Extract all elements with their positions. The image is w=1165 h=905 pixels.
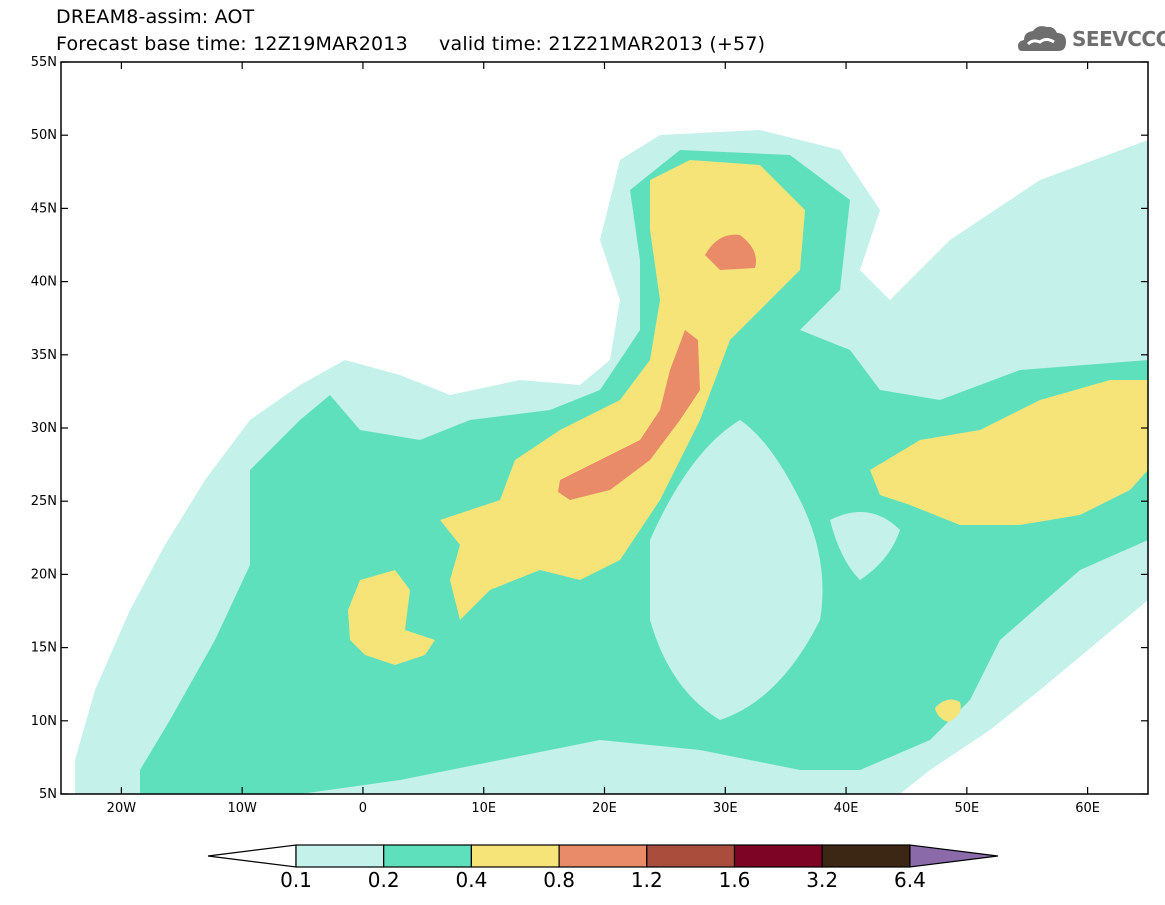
y-axis: 55N 50N 45N 40N 35N 30N 25N 20N 15N 10N 5N (31, 55, 1148, 802)
aot-contour-0.1-inner-arabia (830, 512, 900, 580)
colorbar-label: 1.2 (631, 868, 663, 892)
colorbar-segment (558, 844, 648, 868)
colorbar-segment (470, 844, 560, 868)
colorbar-label: 1.6 (719, 868, 751, 892)
colorbar-segment (733, 844, 823, 868)
colorbar-segment (383, 844, 473, 868)
y-tick-label: 40N (31, 275, 57, 290)
aot-contour-0.4-mali (348, 570, 435, 665)
aot-contour-0.8-core (558, 330, 700, 500)
y-tick-label: 5N (39, 787, 57, 802)
x-tick-label: 10W (227, 801, 257, 816)
aot-contour-0.8-turkey (705, 234, 756, 270)
aot-contour-0.1-inner-egypt (650, 420, 823, 720)
x-tick-label: 20W (107, 801, 137, 816)
x-tick-label: 30E (713, 801, 738, 816)
aot-contour-0.4-plume (440, 160, 805, 620)
cloud-icon (1018, 26, 1066, 51)
colorbar: 0.1 0.2 0.4 0.8 1.2 1.6 3.2 6.4 (207, 844, 998, 892)
colorbar-segment (646, 844, 736, 868)
map-title: DREAM8-assim: AOT (56, 6, 255, 28)
x-tick-label: 10E (471, 801, 496, 816)
x-tick-label: 0 (359, 801, 367, 816)
colorbar-label: 6.4 (894, 868, 926, 892)
y-tick-label: 35N (31, 348, 57, 363)
colorbar-label: 0.4 (455, 868, 487, 892)
colorbar-label: 0.1 (280, 868, 312, 892)
colorbar-arrow-high (909, 844, 998, 868)
x-tick-label: 40E (834, 801, 859, 816)
colorbar-segment (295, 844, 385, 868)
forecast-time-info: Forecast base time: 12Z19MAR2013 valid t… (56, 33, 766, 55)
aot-contour-0.4-arabia (870, 380, 1148, 525)
colorbar-label: 0.8 (543, 868, 575, 892)
colorbar-arrow-low (207, 844, 297, 868)
aot-field (61, 62, 1148, 794)
y-tick-label: 15N (31, 641, 57, 656)
y-tick-label: 45N (31, 201, 57, 216)
y-tick-label: 10N (31, 714, 57, 729)
x-tick-label: 60E (1075, 801, 1100, 816)
x-tick-label: 20E (592, 801, 617, 816)
y-tick-label: 25N (31, 494, 57, 509)
y-tick-label: 55N (31, 55, 57, 70)
y-tick-label: 30N (31, 421, 57, 436)
colorbar-label: 3.2 (806, 868, 838, 892)
y-tick-label: 50N (31, 128, 57, 143)
colorbar-segment (821, 844, 911, 868)
colorbar-label: 0.2 (368, 868, 400, 892)
y-tick-label: 20N (31, 567, 57, 582)
aot-contour-0.4-somalia (935, 699, 961, 722)
x-axis: 20W 10W 0 10E 20E 30E 40E 50E 60E (107, 62, 1100, 816)
logo-text: SEEVCCC (1072, 27, 1165, 51)
x-tick-label: 50E (954, 801, 979, 816)
